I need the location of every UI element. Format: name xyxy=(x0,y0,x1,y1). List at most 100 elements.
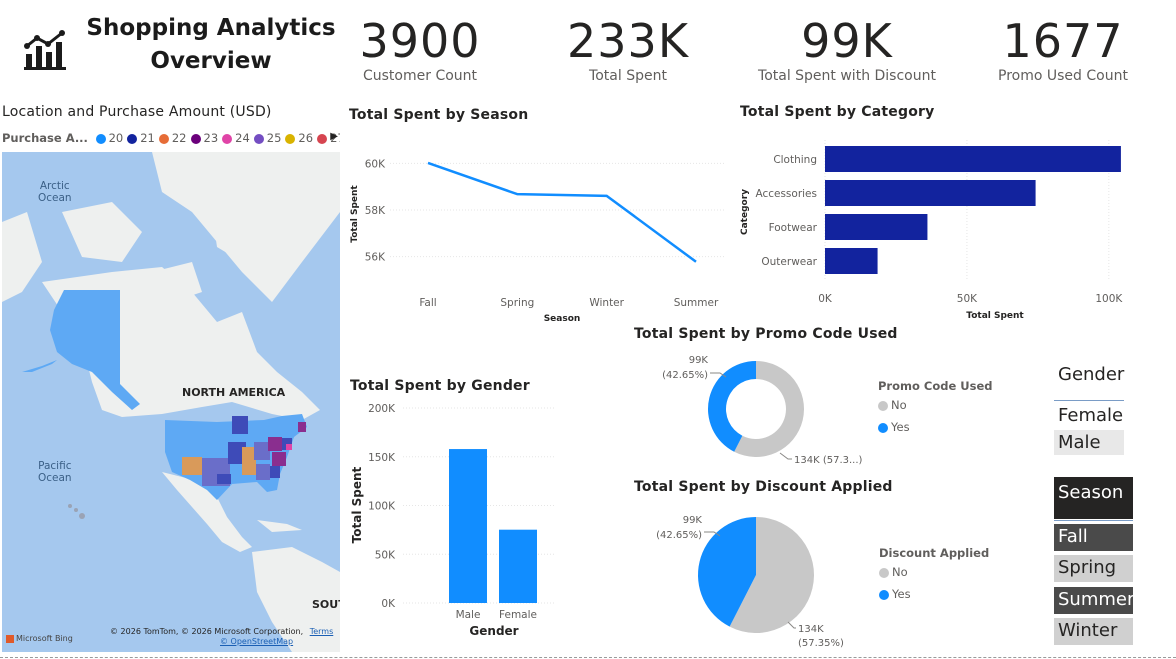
arctic-islands xyxy=(62,202,252,302)
state-patch xyxy=(256,464,270,480)
kpi-card-customer-count[interactable]: 3900 Customer Count xyxy=(345,14,495,96)
gender-slicer[interactable]: Gender Female Male xyxy=(1054,362,1126,458)
discount-pie-chart[interactable]: 99K (42.65%) 134K (57.35%) xyxy=(630,500,870,652)
slicer-item-summer[interactable]: Summer xyxy=(1054,587,1134,614)
y-tick-label: Clothing xyxy=(773,154,817,166)
label-pacific: Pacific xyxy=(38,460,72,472)
state-patch xyxy=(286,444,292,450)
pie-slice-yes xyxy=(698,517,756,627)
map-canvas[interactable]: Arctic Ocean NORTH AMERICA Pacific Ocean… xyxy=(2,152,340,652)
map-svg[interactable] xyxy=(2,152,340,652)
y-tick-label: 56K xyxy=(365,252,386,264)
legend-next-arrow-icon[interactable]: ▶ xyxy=(330,131,338,142)
slicer-item-male[interactable]: Male xyxy=(1054,430,1124,455)
map-legend-item[interactable]: 26 xyxy=(285,131,313,145)
pie-slice-yes xyxy=(708,361,756,452)
promo-chart-title: Total Spent by Promo Code Used xyxy=(634,326,898,342)
slicer-item-fall[interactable]: Fall xyxy=(1054,524,1133,551)
legend-dot-icon xyxy=(190,133,201,144)
legend-label: 26 xyxy=(298,131,314,145)
legend-label: Yes xyxy=(891,420,910,434)
map-legend-item[interactable]: 24 xyxy=(222,131,250,145)
app-logo xyxy=(22,30,68,70)
x-tick-label: Male xyxy=(456,609,481,621)
leader-line xyxy=(704,531,721,537)
gender-column-chart[interactable]: 200K 150K 100K 50K 0K Male Female Gender Total S… xyxy=(345,395,560,640)
kpi-card-total-spent-discount[interactable]: 99K Total Spent with Discount xyxy=(752,14,942,96)
state-patch xyxy=(217,474,231,484)
leader-line xyxy=(710,372,727,378)
label-ocean: Ocean xyxy=(38,192,72,204)
state-patch xyxy=(232,416,248,434)
bar xyxy=(449,449,487,603)
season-slicer-header: Season xyxy=(1054,477,1133,519)
osm-link[interactable]: © OpenStreetMap xyxy=(220,637,294,646)
map-legend-item[interactable]: 22 xyxy=(158,131,187,145)
legend-dot-icon xyxy=(95,133,106,144)
map-legend[interactable]: Purchase A... 20 21 22 23 24 25 26 27 ▶ xyxy=(2,131,340,147)
promo-legend-title: Promo Code Used xyxy=(878,379,993,393)
hawaii-island xyxy=(79,513,85,519)
kpi-value: 3900 xyxy=(359,14,481,68)
kpi-value: 233K xyxy=(567,14,689,68)
legend-item-no[interactable]: No xyxy=(879,565,989,579)
category-bar-chart[interactable]: 0K 50K 100K Clothing Accessories Footwear Oute… xyxy=(735,130,1155,325)
x-tick-label: 100K xyxy=(1095,293,1123,305)
label-arctic-ocean: Arctic Ocean xyxy=(38,180,72,204)
state-patch xyxy=(242,447,256,475)
slicer-item-female[interactable]: Female xyxy=(1054,403,1124,428)
legend-dot-icon xyxy=(879,567,889,578)
legend-dot-icon xyxy=(253,133,264,144)
legend-label: 21 xyxy=(140,131,155,145)
data-label-yes-value: 99K xyxy=(683,515,703,526)
discount-chart-title: Total Spent by Discount Applied xyxy=(634,479,893,495)
data-label-yes-percent: (42.65%) xyxy=(656,530,702,541)
legend-item-no[interactable]: No xyxy=(878,398,992,412)
x-tick-label: Fall xyxy=(419,297,436,309)
legend-item-yes[interactable]: Yes xyxy=(878,420,992,434)
page-title: Shopping Analytics Overview xyxy=(86,12,336,78)
season-line-chart[interactable]: 60K 58K 56K Fall Spring Winter Summer Season Tot… xyxy=(345,130,730,330)
discount-legend[interactable]: Discount Applied No Yes xyxy=(879,546,989,601)
page-title-line1: Shopping Analytics xyxy=(86,15,336,41)
promo-legend[interactable]: Promo Code Used No Yes xyxy=(878,379,992,434)
x-axis-title: Gender xyxy=(469,624,518,638)
caribbean-land xyxy=(257,520,302,532)
kpi-card-total-spent[interactable]: 233K Total Spent xyxy=(548,14,708,96)
map-legend-item[interactable]: 20 xyxy=(95,131,123,145)
legend-label: 23 xyxy=(203,131,219,145)
label-south-america: SOUT xyxy=(312,598,340,611)
map-legend-item[interactable]: 27 xyxy=(317,131,340,145)
state-patch xyxy=(272,452,286,466)
y-tick-label: Accessories xyxy=(755,188,817,200)
terms-link[interactable]: Terms xyxy=(309,627,334,636)
season-slicer[interactable]: Season Fall Spring Summer Winter xyxy=(1054,477,1134,647)
x-axis-title: Total Spent xyxy=(966,311,1024,321)
y-tick-label: 58K xyxy=(365,205,386,217)
gender-slicer-header: Gender xyxy=(1058,364,1125,385)
promo-donut-chart[interactable]: 99K (42.65%) 134K (57.3...) xyxy=(630,345,870,470)
slicer-item-winter[interactable]: Winter xyxy=(1054,618,1133,645)
legend-item-yes[interactable]: Yes xyxy=(879,587,989,601)
slicer-divider xyxy=(1054,400,1124,401)
data-label-yes-value: 99K xyxy=(689,355,709,366)
map-legend-item[interactable]: 21 xyxy=(127,131,155,145)
kpi-card-promo-used-count[interactable]: 1677 Promo Used Count xyxy=(990,14,1136,96)
pie-slice-no xyxy=(734,361,804,457)
map-attribution: © 2026 TomTom, © 2026 Microsoft Corporat… xyxy=(110,627,333,636)
legend-label: Yes xyxy=(892,587,911,601)
south-america-land xyxy=(252,547,340,652)
data-label-no-value: 134K xyxy=(798,624,824,635)
label-pacific-ocean: Pacific Ocean xyxy=(38,460,72,484)
map-legend-item[interactable]: 23 xyxy=(190,131,219,145)
kpi-label: Total Spent xyxy=(589,68,667,84)
kpi-label: Customer Count xyxy=(362,68,478,84)
slicer-item-spring[interactable]: Spring xyxy=(1054,555,1133,582)
x-tick-label: Female xyxy=(499,609,537,621)
y-tick-label: 50K xyxy=(375,549,396,561)
series-line xyxy=(427,161,697,263)
y-tick-label: Outerwear xyxy=(761,256,817,268)
legend-label: No xyxy=(892,565,908,579)
map-legend-item[interactable]: 25 xyxy=(253,131,281,145)
legend-dot-icon xyxy=(222,133,233,144)
